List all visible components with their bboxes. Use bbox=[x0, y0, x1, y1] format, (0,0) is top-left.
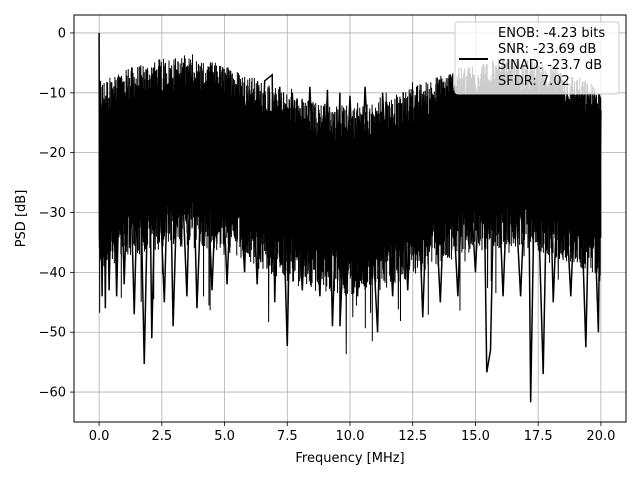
x-tick-label: 0.0 bbox=[89, 429, 110, 444]
x-tick-label: 20.0 bbox=[586, 429, 615, 444]
legend-label-sinad: SINAD: -23.7 dB bbox=[498, 58, 602, 73]
y-tick-label: −60 bbox=[39, 386, 66, 401]
legend: ENOB: -4.23 bits SNR: -23.69 dB SINAD: -… bbox=[455, 22, 619, 94]
x-tick-label: 12.5 bbox=[398, 429, 427, 444]
x-tick-label: 7.5 bbox=[277, 429, 298, 444]
legend-label-enob: ENOB: -4.23 bits bbox=[498, 26, 605, 41]
y-tick-label: −10 bbox=[39, 86, 66, 101]
y-tick-label: −40 bbox=[39, 266, 66, 281]
legend-label-snr: SNR: -23.69 dB bbox=[498, 42, 596, 57]
y-tick-label: −30 bbox=[39, 206, 66, 221]
legend-label-sfdr: SFDR: 7.02 bbox=[498, 74, 570, 89]
x-tick-label: 10.0 bbox=[336, 429, 365, 444]
x-tick-label: 15.0 bbox=[461, 429, 490, 444]
y-tick-label: −50 bbox=[39, 326, 66, 341]
x-tick-label: 2.5 bbox=[151, 429, 172, 444]
x-axis-label: Frequency [MHz] bbox=[295, 451, 404, 466]
x-tick-label: 17.5 bbox=[524, 429, 553, 444]
y-axis-label: PSD [dB] bbox=[14, 190, 29, 248]
y-tick-label: −20 bbox=[39, 146, 66, 161]
y-tick-label: 0 bbox=[58, 26, 66, 41]
x-tick-label: 5.0 bbox=[214, 429, 235, 444]
